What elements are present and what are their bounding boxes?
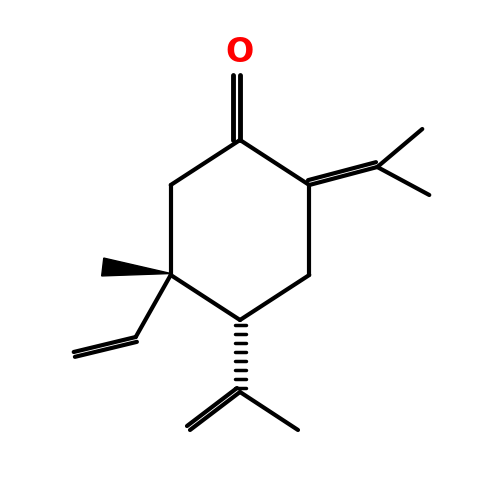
Text: O: O xyxy=(226,36,254,70)
Polygon shape xyxy=(102,258,171,276)
